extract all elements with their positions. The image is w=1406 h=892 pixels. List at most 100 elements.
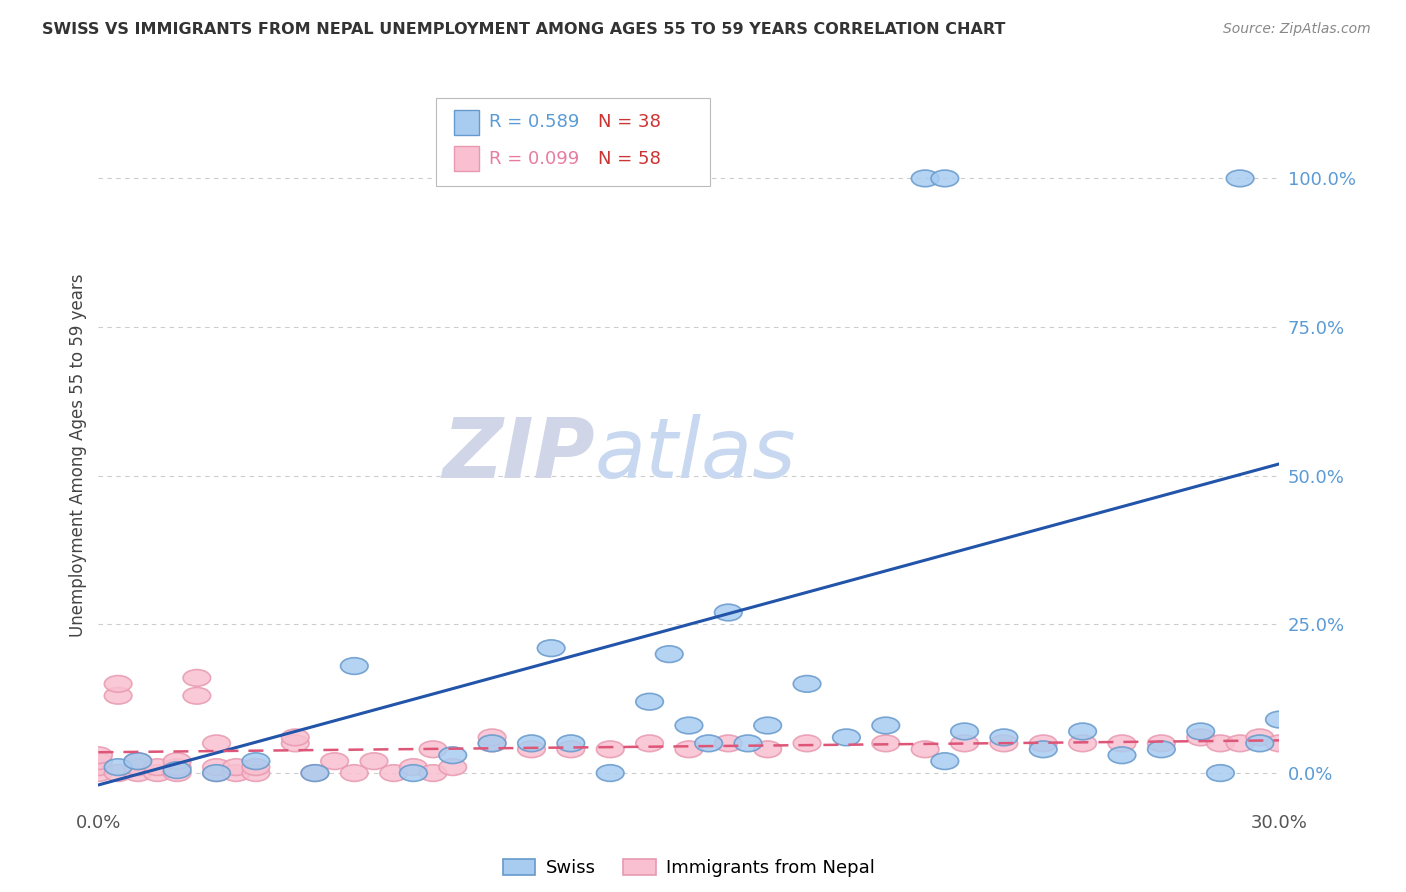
Text: R = 0.099: R = 0.099	[489, 150, 579, 168]
Ellipse shape	[517, 735, 546, 752]
Ellipse shape	[1029, 741, 1057, 757]
Ellipse shape	[1108, 747, 1136, 764]
Ellipse shape	[655, 646, 683, 663]
Ellipse shape	[1108, 735, 1136, 752]
Ellipse shape	[301, 764, 329, 781]
Ellipse shape	[419, 741, 447, 757]
Ellipse shape	[557, 741, 585, 757]
Ellipse shape	[202, 764, 231, 781]
Ellipse shape	[439, 759, 467, 775]
Ellipse shape	[675, 741, 703, 757]
Ellipse shape	[340, 657, 368, 674]
Ellipse shape	[1265, 735, 1294, 752]
Ellipse shape	[163, 764, 191, 781]
Ellipse shape	[222, 759, 250, 775]
Ellipse shape	[754, 741, 782, 757]
Ellipse shape	[1069, 735, 1097, 752]
Text: N = 38: N = 38	[598, 113, 661, 131]
Ellipse shape	[478, 729, 506, 746]
Ellipse shape	[990, 735, 1018, 752]
Ellipse shape	[557, 735, 585, 752]
Ellipse shape	[636, 693, 664, 710]
Ellipse shape	[734, 735, 762, 752]
Ellipse shape	[950, 735, 979, 752]
Ellipse shape	[596, 764, 624, 781]
Ellipse shape	[340, 764, 368, 781]
Ellipse shape	[163, 753, 191, 770]
Ellipse shape	[1226, 735, 1254, 752]
Ellipse shape	[242, 759, 270, 775]
Ellipse shape	[1226, 170, 1254, 186]
Ellipse shape	[301, 764, 329, 781]
Ellipse shape	[990, 729, 1018, 746]
Ellipse shape	[84, 759, 112, 775]
Ellipse shape	[793, 675, 821, 692]
Ellipse shape	[419, 764, 447, 781]
Ellipse shape	[124, 753, 152, 770]
Ellipse shape	[1265, 711, 1294, 728]
Ellipse shape	[754, 717, 782, 734]
Ellipse shape	[124, 759, 152, 775]
Ellipse shape	[380, 764, 408, 781]
Ellipse shape	[1147, 741, 1175, 757]
Ellipse shape	[1246, 729, 1274, 746]
Ellipse shape	[84, 747, 112, 764]
Ellipse shape	[931, 753, 959, 770]
Ellipse shape	[1206, 764, 1234, 781]
Y-axis label: Unemployment Among Ages 55 to 59 years: Unemployment Among Ages 55 to 59 years	[69, 273, 87, 637]
Ellipse shape	[202, 759, 231, 775]
Ellipse shape	[439, 747, 467, 764]
Ellipse shape	[242, 764, 270, 781]
Ellipse shape	[143, 764, 172, 781]
Ellipse shape	[183, 688, 211, 704]
Ellipse shape	[143, 759, 172, 775]
Ellipse shape	[1029, 735, 1057, 752]
Ellipse shape	[399, 759, 427, 775]
Ellipse shape	[1187, 729, 1215, 746]
Text: N = 58: N = 58	[598, 150, 661, 168]
Ellipse shape	[675, 717, 703, 734]
Ellipse shape	[104, 675, 132, 692]
Ellipse shape	[1246, 735, 1274, 752]
Ellipse shape	[202, 735, 231, 752]
Ellipse shape	[183, 670, 211, 686]
Ellipse shape	[321, 753, 349, 770]
Text: R = 0.589: R = 0.589	[489, 113, 579, 131]
Legend: Swiss, Immigrants from Nepal: Swiss, Immigrants from Nepal	[495, 852, 883, 884]
Ellipse shape	[832, 729, 860, 746]
Ellipse shape	[104, 688, 132, 704]
Ellipse shape	[478, 735, 506, 752]
Ellipse shape	[202, 764, 231, 781]
Ellipse shape	[1069, 723, 1097, 739]
Ellipse shape	[517, 741, 546, 757]
Text: atlas: atlas	[595, 415, 796, 495]
Ellipse shape	[163, 759, 191, 775]
Ellipse shape	[281, 729, 309, 746]
Ellipse shape	[695, 735, 723, 752]
Ellipse shape	[911, 741, 939, 757]
Ellipse shape	[222, 764, 250, 781]
Ellipse shape	[84, 764, 112, 781]
Ellipse shape	[950, 723, 979, 739]
Ellipse shape	[537, 640, 565, 657]
Ellipse shape	[84, 753, 112, 770]
Ellipse shape	[399, 764, 427, 781]
Ellipse shape	[281, 735, 309, 752]
Ellipse shape	[636, 735, 664, 752]
Text: ZIP: ZIP	[441, 415, 595, 495]
Ellipse shape	[104, 759, 132, 775]
Ellipse shape	[1147, 735, 1175, 752]
Text: Source: ZipAtlas.com: Source: ZipAtlas.com	[1223, 22, 1371, 37]
Ellipse shape	[1187, 723, 1215, 739]
Ellipse shape	[872, 717, 900, 734]
Ellipse shape	[714, 604, 742, 621]
Ellipse shape	[104, 764, 132, 781]
Ellipse shape	[714, 735, 742, 752]
Ellipse shape	[931, 170, 959, 186]
Text: SWISS VS IMMIGRANTS FROM NEPAL UNEMPLOYMENT AMONG AGES 55 TO 59 YEARS CORRELATIO: SWISS VS IMMIGRANTS FROM NEPAL UNEMPLOYM…	[42, 22, 1005, 37]
Ellipse shape	[163, 762, 191, 779]
Ellipse shape	[911, 170, 939, 186]
Ellipse shape	[124, 753, 152, 770]
Ellipse shape	[872, 735, 900, 752]
Ellipse shape	[360, 753, 388, 770]
